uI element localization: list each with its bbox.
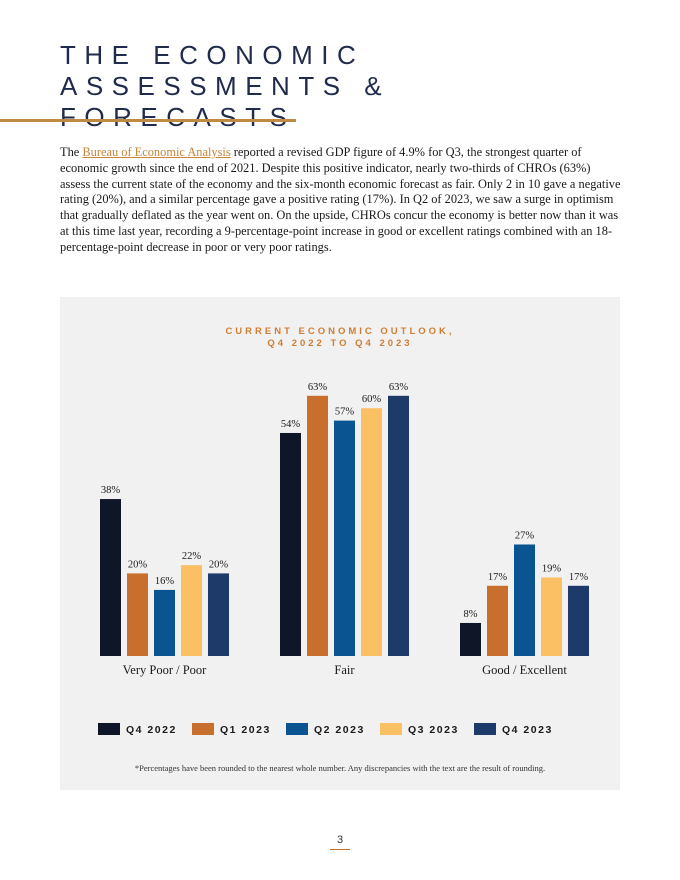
value-label: 54% <box>281 419 301 430</box>
category-label: Very Poor / Poor <box>123 663 208 677</box>
value-label: 60% <box>362 394 382 405</box>
legend-label: Q3 2023 <box>408 724 459 736</box>
value-label: 20% <box>209 559 229 570</box>
value-label: 57% <box>335 407 355 418</box>
value-label: 19% <box>542 564 562 575</box>
bar <box>208 573 229 656</box>
value-label: 38% <box>101 485 121 496</box>
legend-label: Q4 2023 <box>502 724 553 736</box>
legend-swatch <box>98 723 120 735</box>
value-label: 17% <box>488 572 508 583</box>
value-label: 63% <box>389 382 409 393</box>
category-label: Good / Excellent <box>482 663 567 677</box>
value-label: 22% <box>182 551 202 562</box>
bar <box>127 573 148 656</box>
link[interactable]: Bureau of Economic Analysis <box>82 145 231 159</box>
bar <box>541 577 562 656</box>
category-label: Fair <box>334 663 355 677</box>
bar <box>154 589 175 656</box>
bar <box>361 408 382 656</box>
bar <box>280 432 301 656</box>
value-label: 8% <box>464 609 478 620</box>
value-label: 17% <box>569 572 589 583</box>
bar <box>100 499 121 656</box>
bar <box>514 544 535 656</box>
legend-swatch <box>474 723 496 735</box>
page-number: 3 <box>330 834 350 850</box>
bar <box>487 585 508 656</box>
bar <box>460 622 481 656</box>
legend-swatch <box>286 723 308 735</box>
bar <box>181 565 202 656</box>
legend-label: Q4 2022 <box>126 724 177 736</box>
value-label: 63% <box>308 382 328 393</box>
body-text: The Bureau of Economic Analysis reported… <box>60 145 622 256</box>
legend-label: Q2 2023 <box>314 724 365 736</box>
legend-swatch <box>192 723 214 735</box>
legend-label: Q1 2023 <box>220 724 271 736</box>
value-label: 20% <box>128 559 148 570</box>
chart-title: CURRENT ECONOMIC OUTLOOK, Q4 2022 TO Q4 … <box>225 326 455 349</box>
page-title: THE ECONOMIC ASSESSMENTS & FORECASTS <box>60 40 391 132</box>
title-rule <box>0 119 296 122</box>
bar <box>568 585 589 656</box>
value-label: 16% <box>155 576 175 587</box>
value-label: 27% <box>515 530 535 541</box>
bar <box>388 395 409 656</box>
intro: The <box>60 145 80 159</box>
footnote: *Percentages have been rounded to the ne… <box>134 763 546 773</box>
legend-swatch <box>380 723 402 735</box>
bar <box>307 395 328 656</box>
bar <box>334 420 355 656</box>
paragraph: reported a revised GDP figure of 4.9% fo… <box>60 145 621 254</box>
